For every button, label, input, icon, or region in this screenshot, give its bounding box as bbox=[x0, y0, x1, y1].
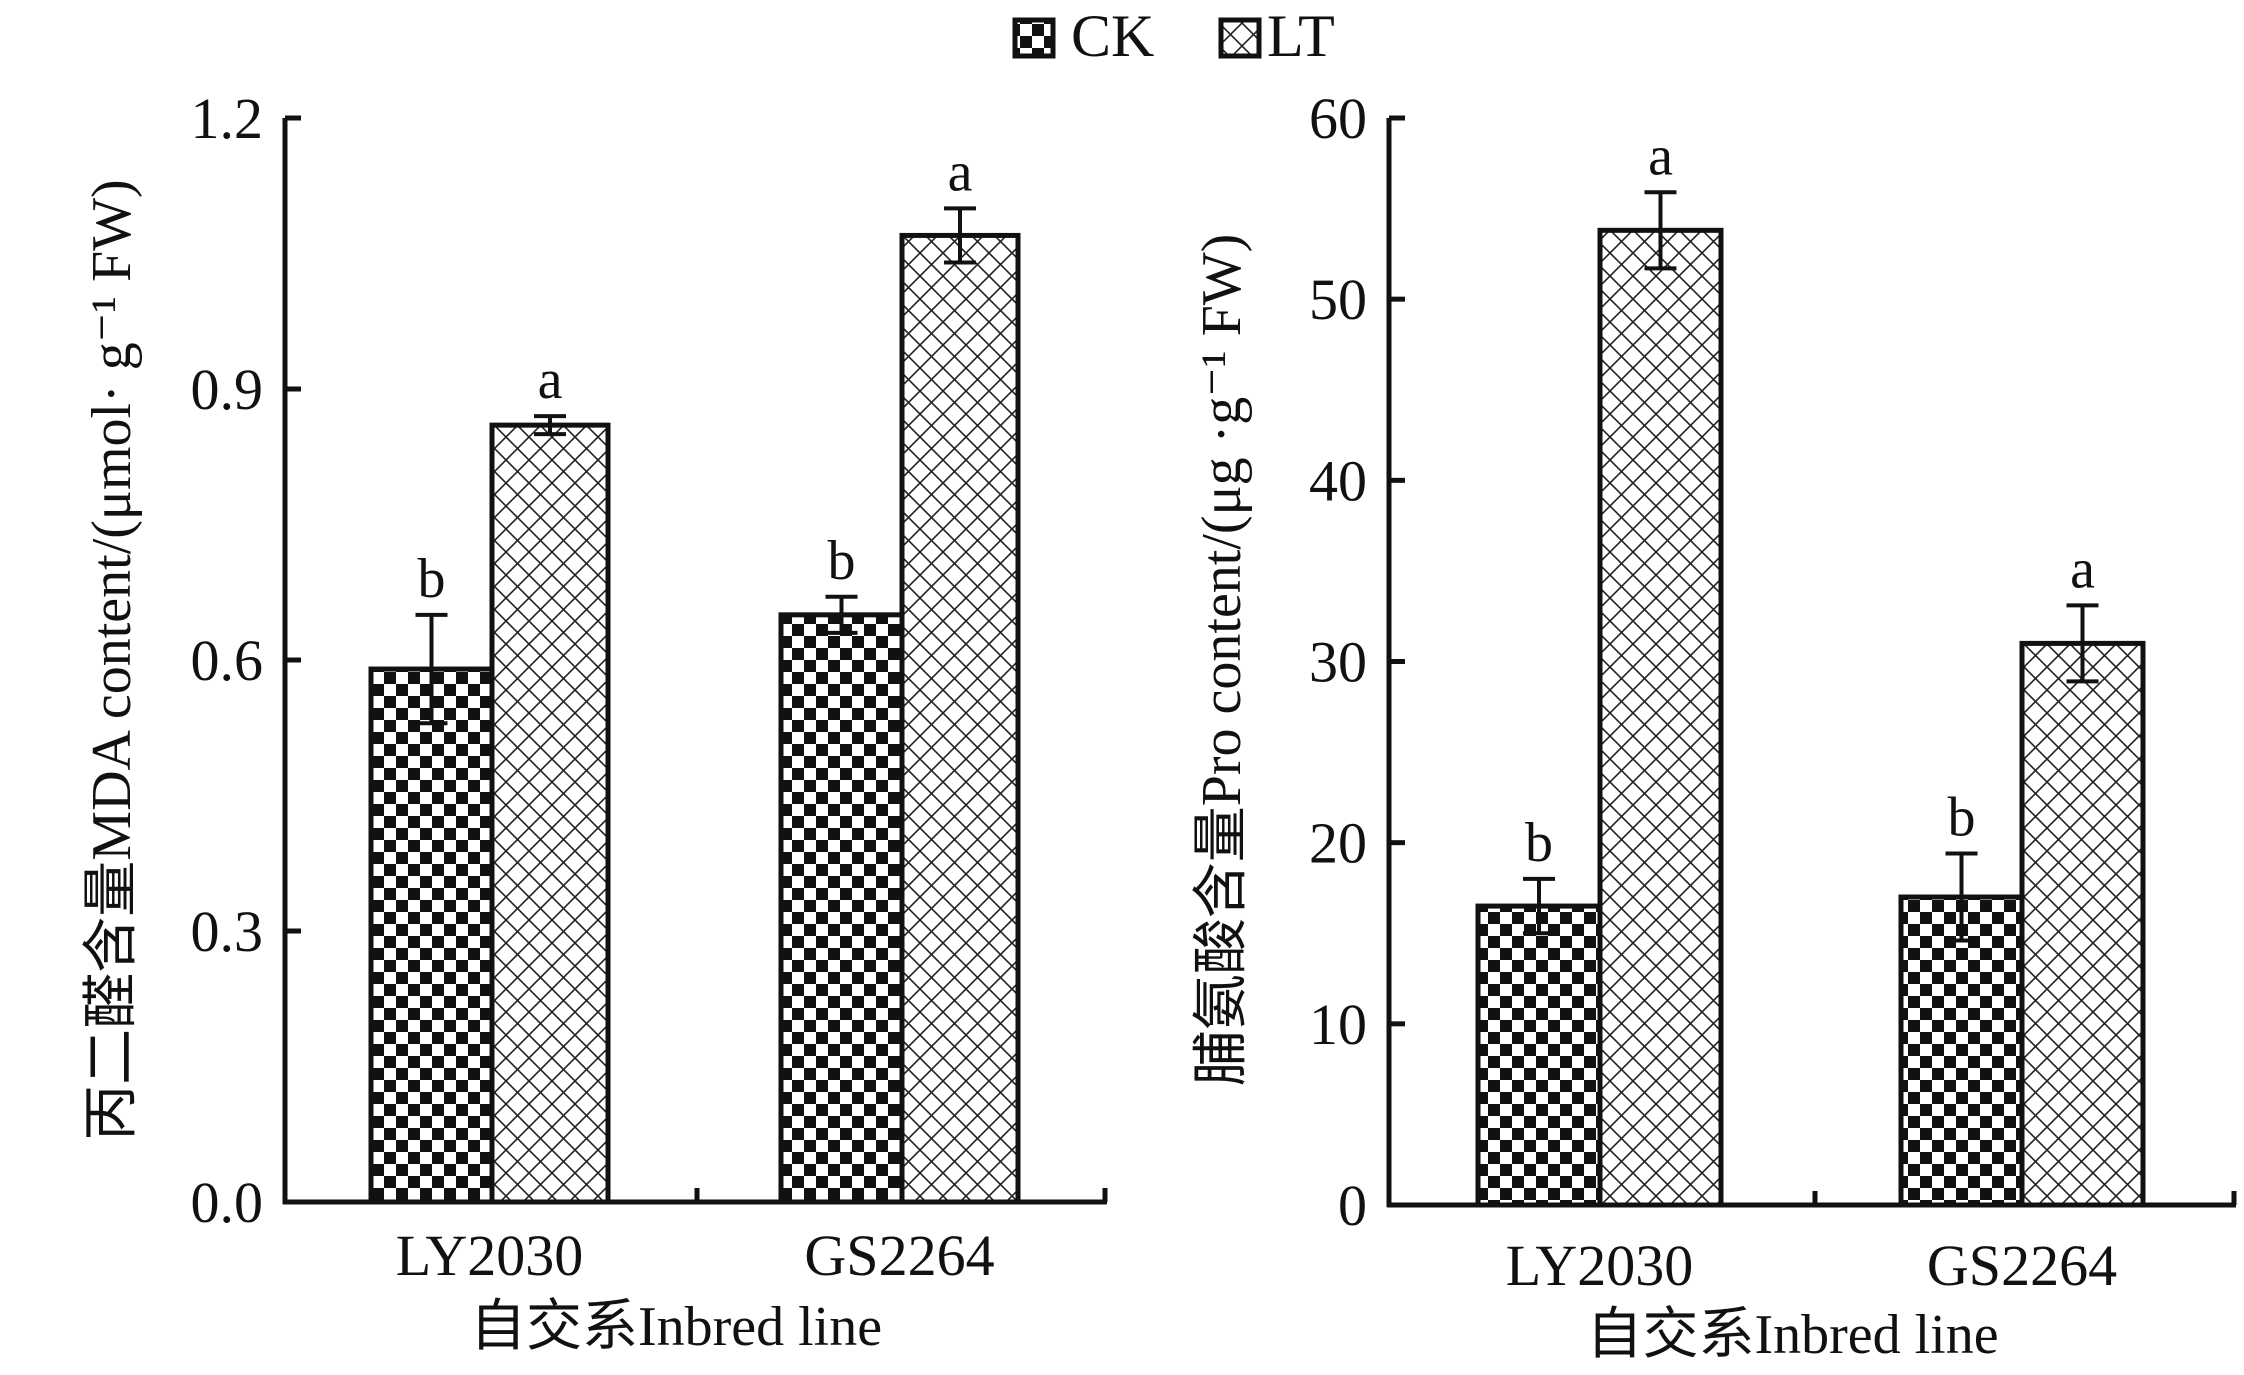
mda-chart: b a b a 0.0 0.3 0.6 0.9 1.2 LY2030 GS2264 自交系Inbred… bbox=[81, 86, 1108, 1358]
legend-swatch-ck bbox=[1012, 17, 1056, 59]
x-tick-label: LY2030 bbox=[1506, 1233, 1694, 1298]
y-tick-label: 20 bbox=[1309, 811, 1367, 876]
x-tick-label: GS2264 bbox=[1927, 1233, 2117, 1298]
error-bar bbox=[1523, 876, 1555, 936]
significance-label: a bbox=[948, 141, 973, 203]
error-bar bbox=[944, 206, 976, 265]
bar-ck-ly2030 bbox=[1475, 903, 1603, 1208]
legend: CK LT bbox=[1012, 3, 1335, 69]
bar-ck-gs2264 bbox=[1898, 894, 2025, 1208]
y-tick-label: 50 bbox=[1309, 267, 1367, 332]
bar-lt-ly2030 bbox=[1597, 227, 1724, 1208]
y-tick-label: 60 bbox=[1309, 86, 1367, 151]
error-bar bbox=[415, 612, 448, 726]
significance-label: a bbox=[538, 349, 563, 411]
y-tick-label: 10 bbox=[1309, 992, 1367, 1057]
y-tick-label: 30 bbox=[1309, 630, 1367, 695]
bar-lt-gs2264 bbox=[899, 232, 1021, 1205]
y-tick-label: 0.0 bbox=[191, 1170, 264, 1235]
error-bar bbox=[534, 414, 566, 437]
y-tick-label: 0.3 bbox=[191, 899, 264, 964]
x-tick-label: GS2264 bbox=[804, 1223, 994, 1288]
legend-swatch-lt bbox=[1218, 17, 1262, 59]
significance-label: a bbox=[1648, 125, 1673, 187]
error-bar bbox=[1644, 190, 1677, 271]
y-axis-label: 丙二醛含量MDA content/(μmol· g⁻¹ FW) bbox=[81, 179, 143, 1140]
significance-label: b bbox=[828, 530, 856, 592]
x-tick-label: LY2030 bbox=[396, 1223, 584, 1288]
legend-label-lt: LT bbox=[1267, 3, 1335, 69]
y-tick-label: 40 bbox=[1309, 448, 1367, 513]
y-tick-label: 0.6 bbox=[191, 628, 264, 693]
y-tick-label: 0 bbox=[1338, 1173, 1367, 1238]
significance-label: b bbox=[1948, 787, 1976, 849]
bar-ck-ly2030 bbox=[368, 666, 495, 1205]
x-axis-label: 自交系Inbred line bbox=[1586, 1304, 1998, 1366]
y-axis-label: 脯氨酸含量Pro content/(μg ·g⁻¹ FW) bbox=[1191, 234, 1253, 1087]
error-bar bbox=[825, 594, 858, 635]
error-bar bbox=[1945, 851, 1978, 943]
significance-label: a bbox=[2070, 538, 2095, 600]
bar-lt-gs2264 bbox=[2019, 640, 2146, 1208]
y-tick-label: 1.2 bbox=[191, 86, 264, 151]
x-axis-label: 自交系Inbred line bbox=[470, 1296, 882, 1358]
bar-ck-gs2264 bbox=[778, 612, 905, 1205]
significance-label: b bbox=[418, 548, 446, 610]
legend-label-ck: CK bbox=[1071, 3, 1154, 69]
y-tick-label: 0.9 bbox=[191, 357, 264, 422]
error-bar bbox=[2066, 603, 2099, 684]
bar-lt-ly2030 bbox=[489, 422, 611, 1205]
significance-label: b bbox=[1525, 812, 1553, 874]
